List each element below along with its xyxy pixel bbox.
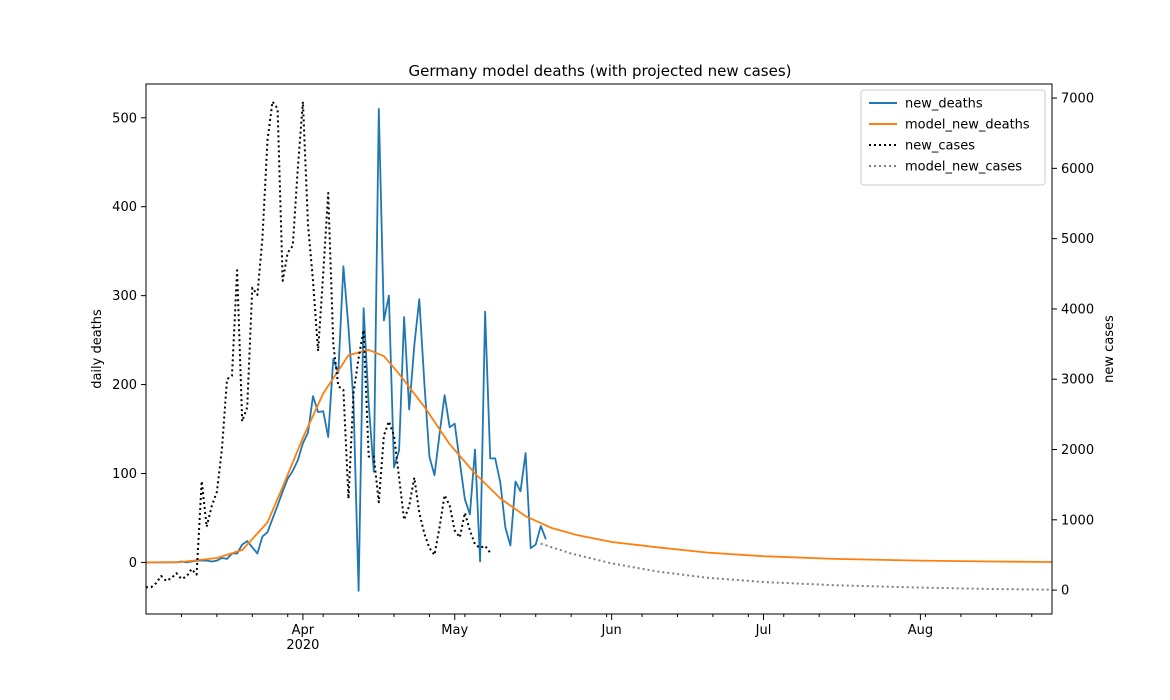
y-right-tick-label: 6000 xyxy=(1061,162,1094,177)
x-tick-label: Apr xyxy=(292,623,315,638)
y-left-tick-label: 400 xyxy=(112,200,137,215)
legend-label-model_new_deaths: model_new_deaths xyxy=(905,118,1030,133)
y-axis-right-label: new cases xyxy=(1102,315,1117,383)
y-left-tick-label: 100 xyxy=(112,467,137,482)
x-tick-label: Jul xyxy=(755,623,772,638)
series-line-new_deaths xyxy=(146,108,547,592)
series-line-new_cases xyxy=(146,100,492,589)
y-right-tick-label: 5000 xyxy=(1061,232,1094,247)
x-tick-label: May xyxy=(441,623,468,638)
legend-label-model_new_cases: model_new_cases xyxy=(905,160,1022,175)
y-right-tick-label: 1000 xyxy=(1061,513,1094,528)
y-right-tick-label: 2000 xyxy=(1061,443,1094,458)
legend-label-new_cases: new_cases xyxy=(905,139,975,154)
legend-box xyxy=(860,89,1046,186)
y-left-tick-label: 300 xyxy=(112,289,137,304)
legend: new_deaths model_new_deaths new_casesmodel… xyxy=(860,89,1046,186)
x-tick-label: Aug xyxy=(908,623,933,638)
x-tick-label: Jun xyxy=(600,623,621,638)
y-left-tick-label: 0 xyxy=(129,556,137,571)
y-right-tick-label: 4000 xyxy=(1061,302,1094,317)
y-left-tick-label: 200 xyxy=(112,378,137,393)
series-line-model_new_deaths xyxy=(145,348,1053,564)
y-right-tick-label: 0 xyxy=(1061,584,1069,599)
legend-label-new_deaths: new_deaths xyxy=(905,97,983,112)
plot-frame xyxy=(145,83,1053,615)
series-line-model_new_cases xyxy=(540,542,1053,591)
y-right-tick-label: 3000 xyxy=(1061,373,1094,388)
plot-area xyxy=(145,100,1053,592)
y-right-tick-label: 7000 xyxy=(1061,92,1094,107)
chart-title: Germany model deaths (with projected new… xyxy=(408,62,791,80)
x-tick-sublabel: 2020 xyxy=(286,638,319,653)
y-axis-left-label: daily deaths xyxy=(90,309,105,389)
y-left-tick-label: 500 xyxy=(112,111,137,126)
